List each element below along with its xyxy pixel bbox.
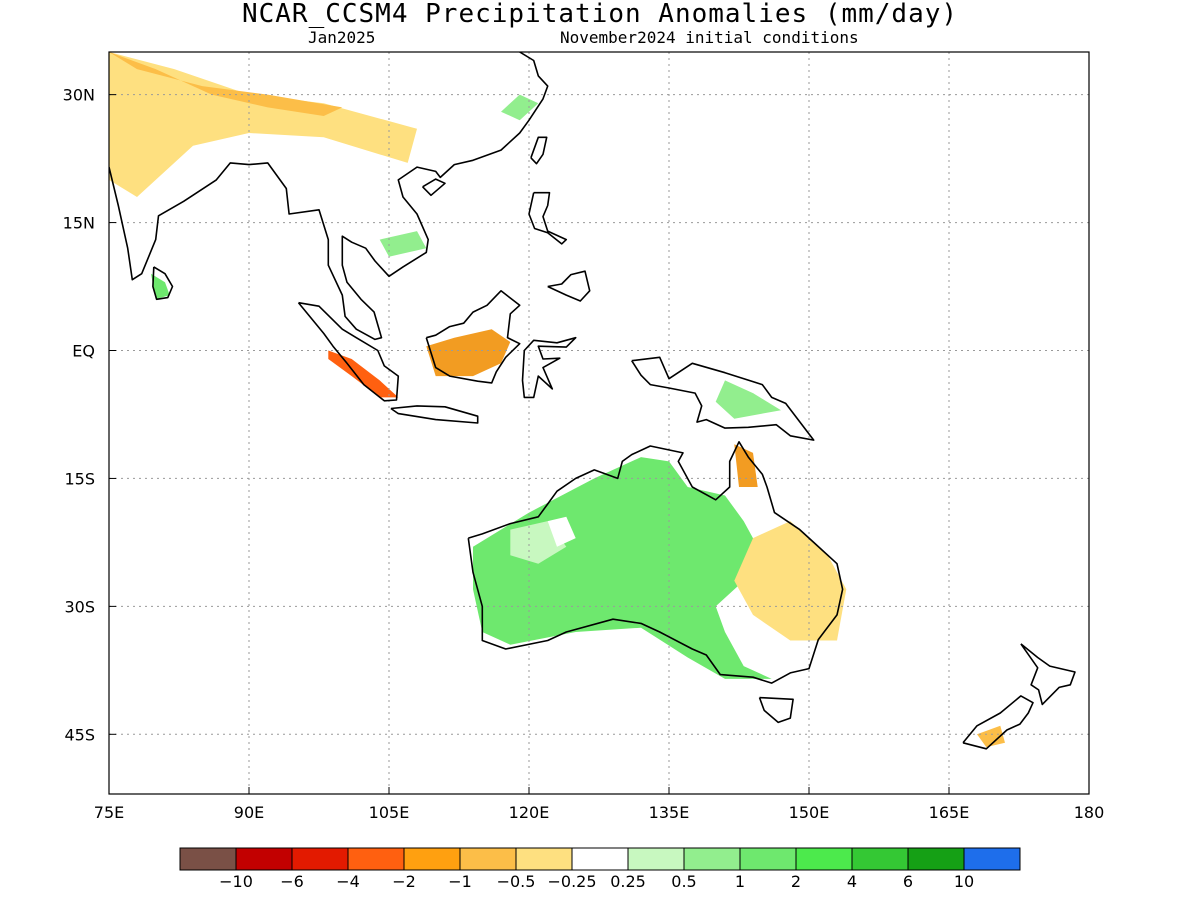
coastline-new-zealand-north: [1020, 643, 1076, 706]
anomaly-borneo-dry: [426, 329, 511, 377]
colorbar-swatch: [235, 847, 293, 871]
colorbar-label: 6: [903, 872, 913, 891]
gridlines: [109, 52, 1089, 794]
colorbar-label: 10: [954, 872, 974, 891]
coastline-java: [390, 405, 479, 424]
anomaly-south-island-nz-dry: [977, 725, 1005, 748]
coastline-borneo: [425, 289, 521, 384]
colorbar-label: 1: [735, 872, 745, 891]
anomaly-southern-china-wet: [501, 94, 539, 121]
coastline-new-zealand-south: [962, 695, 1034, 750]
anomaly-layer: [109, 52, 1005, 748]
coastline-sri-lanka: [152, 266, 174, 301]
colorbar-swatch: [459, 847, 517, 871]
colorbar-swatch: [515, 847, 573, 871]
coastline-philippines-mindanao: [547, 270, 591, 302]
anomaly-australia-dry-spot: [547, 516, 576, 547]
colorbar-label: 2: [791, 872, 801, 891]
x-tick-label: 120E: [509, 803, 550, 822]
coastline-tasmania: [758, 696, 794, 724]
anomaly-himalaya-dry-core: [109, 52, 343, 116]
initial-conditions: November2024 initial conditions: [560, 28, 859, 47]
colorbar-label: 0.25: [610, 872, 646, 891]
y-tick-label: 15N: [63, 214, 95, 233]
colorbar-swatch: [683, 847, 741, 871]
colorbar-label: −4: [336, 872, 360, 891]
anomaly-sri-lanka-wet: [151, 273, 170, 300]
anomaly-new-guinea-wet: [715, 380, 781, 419]
x-tick-label: 75E: [94, 803, 124, 822]
y-tick-label: 45S: [64, 725, 95, 744]
colorbar: −10 −6 −4 −2 −1 −0.5 −0.25 0.25 0.5 1 2 4 6 10: [179, 847, 1021, 891]
axis-ticks: 75E 90E 105E 120E 135E 150E 165E 180 30N 15N EQ 15S…: [63, 86, 1105, 822]
coastline-hainan: [422, 178, 446, 197]
forecast-month: Jan2025: [308, 28, 376, 47]
colorbar-swatch: [347, 847, 405, 871]
colorbar-label: −0.25: [547, 872, 596, 891]
colorbar-swatch: [403, 847, 461, 871]
colorbar-label: −2: [392, 872, 416, 891]
colorbar-label: −0.5: [497, 872, 536, 891]
colorbar-swatch: [291, 847, 349, 871]
coastline-layer: [109, 52, 1076, 750]
y-tick-label: EQ: [72, 342, 95, 361]
coastline-australia: [467, 440, 844, 684]
y-tick-label: 30S: [64, 597, 95, 616]
colorbar-swatch: [571, 847, 629, 871]
colorbar-swatch: [627, 847, 685, 871]
x-tick-label: 150E: [789, 803, 830, 822]
coastline-sulawesi: [521, 336, 577, 399]
x-tick-label: 165E: [929, 803, 970, 822]
y-tick-label: 15S: [64, 469, 95, 488]
colorbar-label: −1: [448, 872, 472, 891]
colorbar-label: −6: [280, 872, 304, 891]
colorbar-swatch: [739, 847, 797, 871]
colorbar-swatch: [963, 847, 1021, 871]
x-tick-label: 105E: [369, 803, 410, 822]
coastline-philippines-luzon: [528, 191, 568, 245]
colorbar-label: 4: [847, 872, 857, 891]
anomaly-sumatra-very-dry: [328, 350, 399, 398]
colorbar-label: −10: [219, 872, 253, 891]
x-tick-label: 90E: [234, 803, 264, 822]
map-title: NCAR_CCSM4 Precipitation Anomalies (mm/d…: [241, 0, 959, 29]
colorbar-swatch: [851, 847, 909, 871]
coastline-new-guinea: [631, 356, 815, 441]
coastline-sumatra: [297, 301, 400, 402]
coastline-taiwan: [530, 136, 548, 165]
anomaly-indochina-wet: [379, 231, 427, 257]
colorbar-swatch: [179, 847, 237, 871]
coastline-asia-mainland: [109, 52, 549, 341]
plot-frame: [108, 51, 1090, 795]
anomaly-himalaya-dry-band: [109, 52, 417, 197]
colorbar-swatch: [795, 847, 853, 871]
x-tick-label: 180: [1074, 803, 1105, 822]
colorbar-label: 0.5: [671, 872, 696, 891]
x-tick-label: 135E: [649, 803, 690, 822]
anomaly-central-australia-wet: [473, 457, 772, 679]
colorbar-swatch: [907, 847, 965, 871]
anomaly-cape-york-dry: [734, 444, 758, 487]
y-tick-label: 30N: [63, 86, 95, 105]
anomaly-east-australia-dry-rim: [734, 521, 847, 641]
